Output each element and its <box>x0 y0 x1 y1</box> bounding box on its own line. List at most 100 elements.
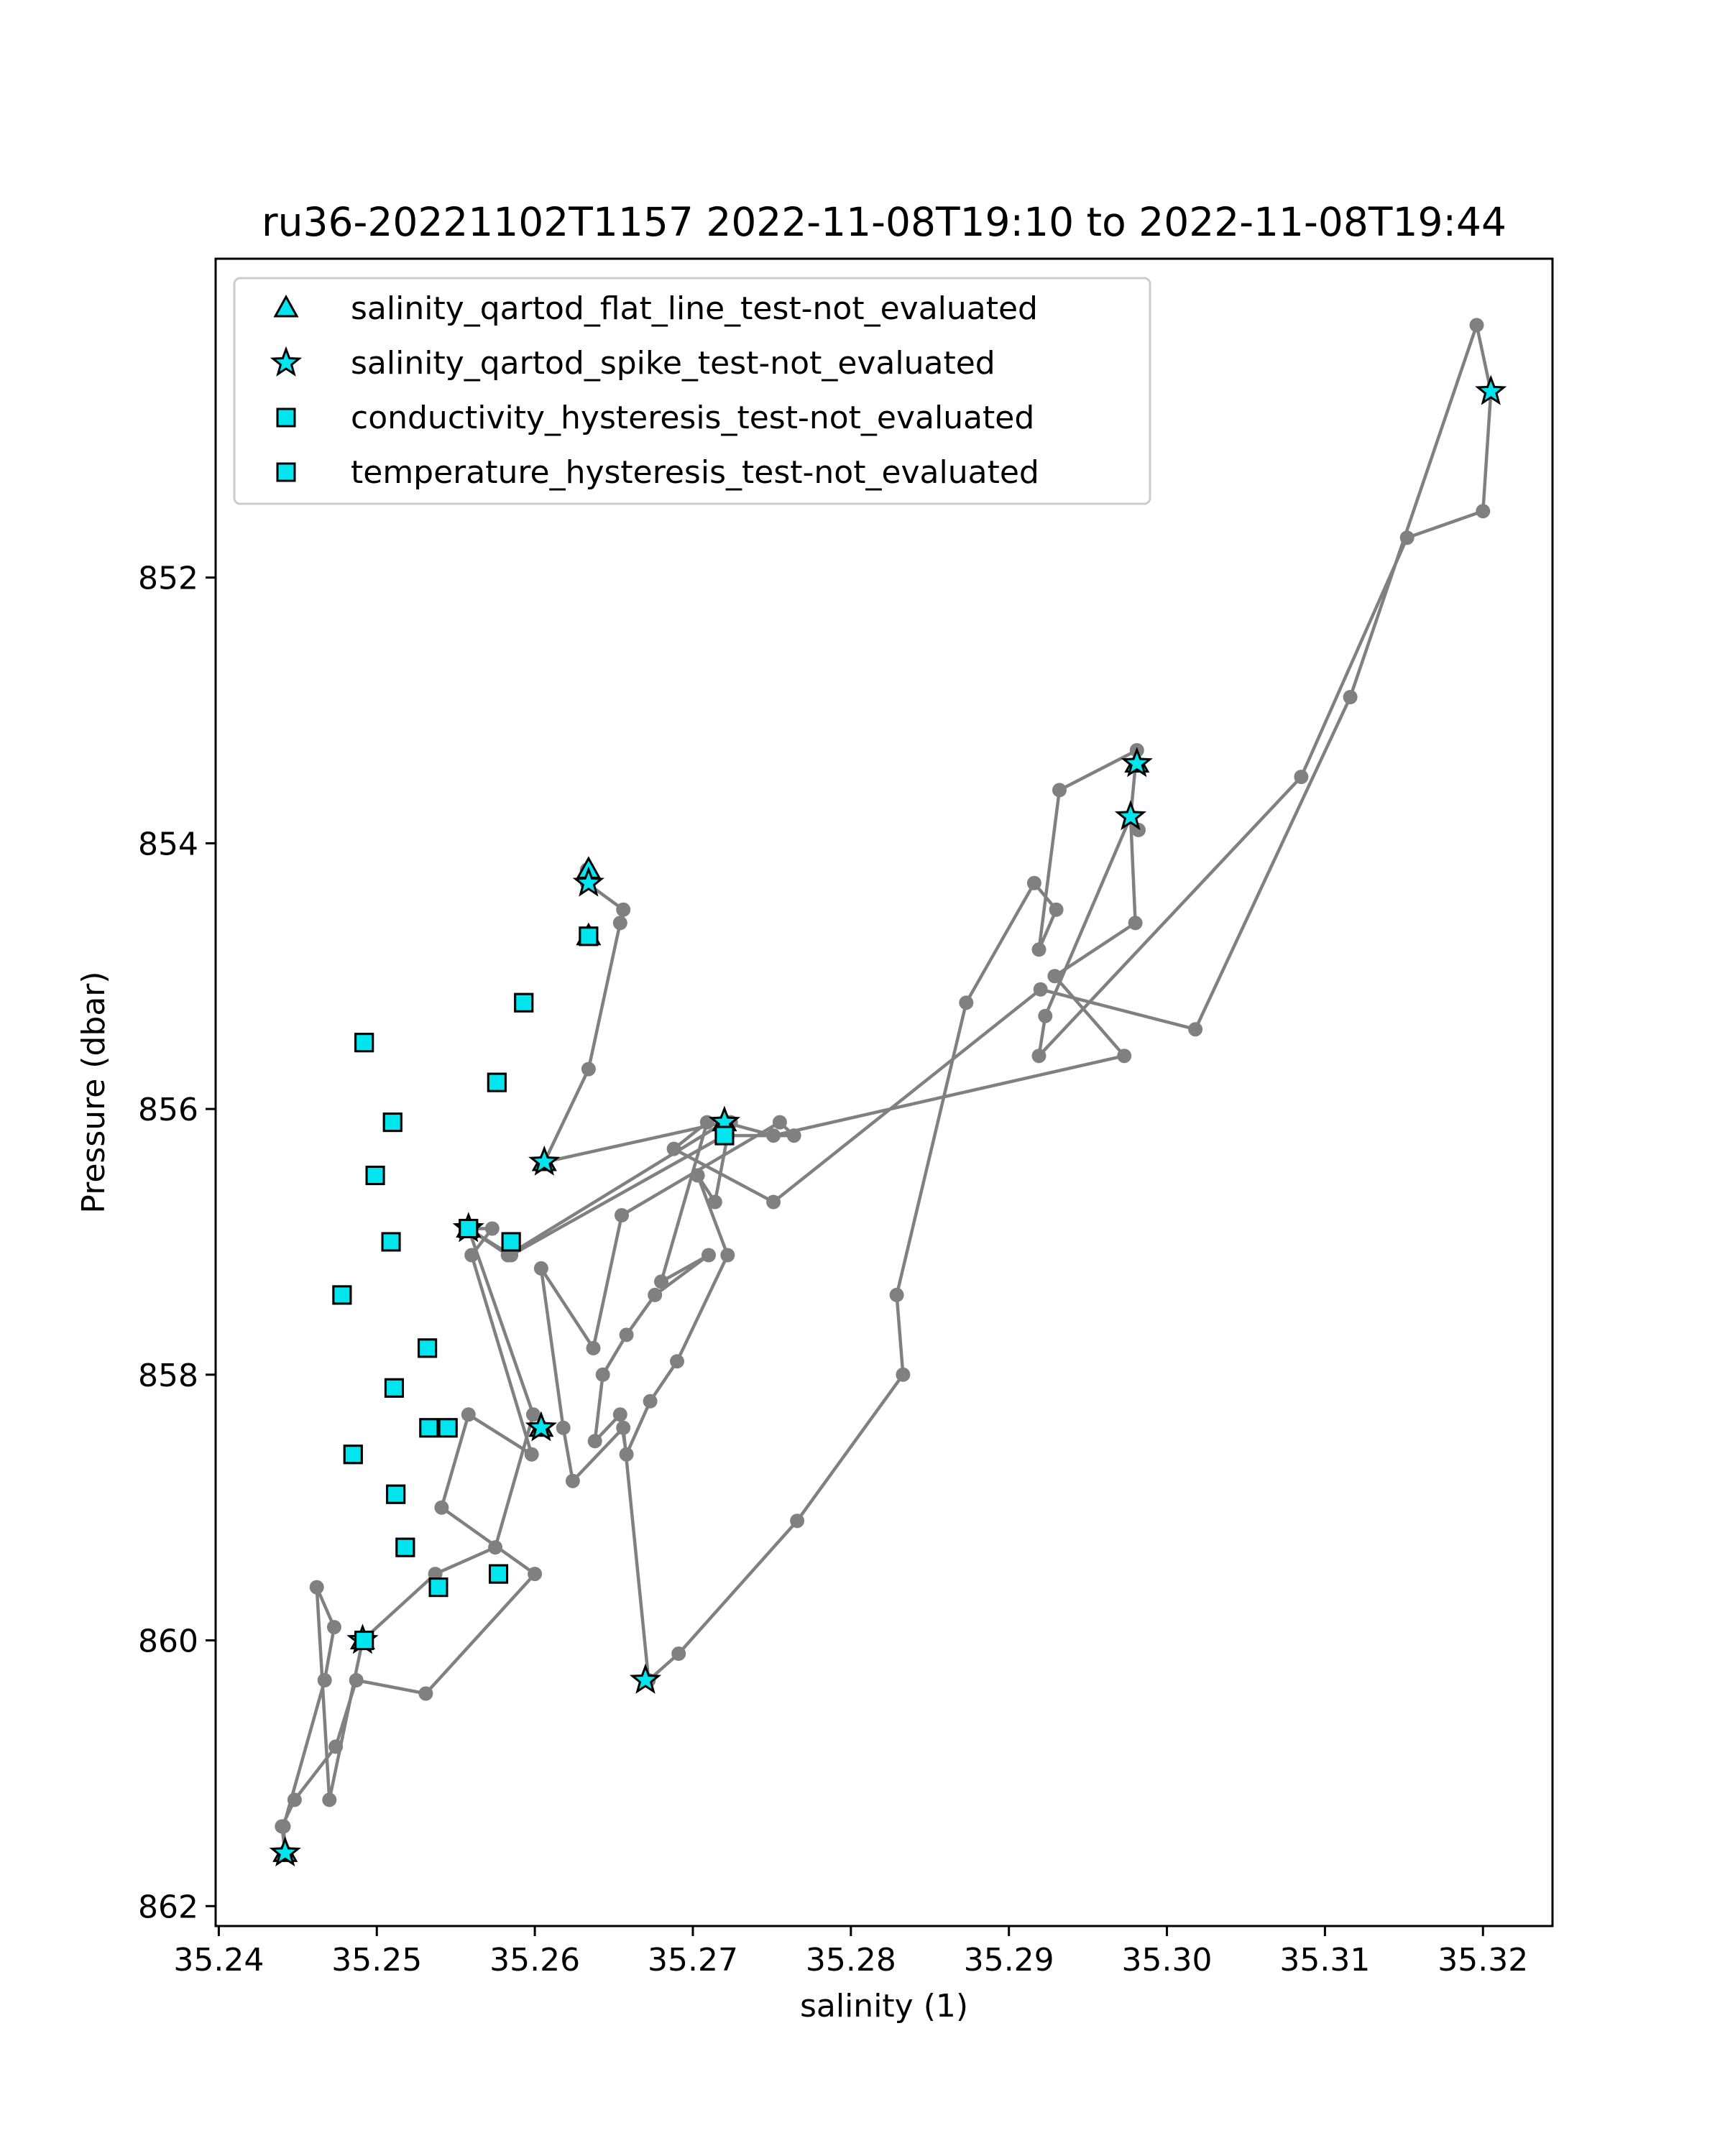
trace-point <box>434 1500 449 1515</box>
trace-point <box>1117 1049 1132 1064</box>
y-tick-label: 862 <box>138 1889 198 1925</box>
square-marker <box>365 1166 385 1186</box>
trace-point <box>326 1620 341 1635</box>
square-marker <box>354 1033 374 1053</box>
trace-point <box>349 1673 364 1687</box>
trace-point <box>1047 969 1062 984</box>
x-tick-label: 35.28 <box>806 1942 896 1978</box>
trace-point <box>1038 1008 1053 1023</box>
trace-point <box>790 1514 805 1529</box>
square-marker <box>428 1577 448 1598</box>
trace-point <box>619 1327 634 1342</box>
trace-point <box>786 1128 801 1143</box>
trace-point <box>643 1393 658 1409</box>
square-marker <box>514 992 534 1013</box>
legend-triangle-icon <box>273 294 299 318</box>
trace-point <box>461 1407 476 1422</box>
trace-point <box>619 1447 634 1462</box>
trace-point <box>1052 783 1067 798</box>
star-marker <box>572 866 604 897</box>
star-marker <box>1121 747 1153 778</box>
square-marker <box>386 1484 406 1504</box>
trace-point <box>524 1447 539 1462</box>
y-axis-label: Pressure (dbar) <box>75 971 112 1213</box>
legend-star-icon <box>270 346 303 377</box>
square-marker <box>489 1564 509 1584</box>
x-axis-ticks: 35.24 35.25 35.26 35.27 35.28 35.29 35.30 35.31… <box>173 1926 1528 1978</box>
x-tick-label: 35.29 <box>964 1942 1054 1978</box>
trace-point <box>690 1168 705 1183</box>
square-marker <box>579 926 599 946</box>
square-marker <box>487 1072 507 1092</box>
trace-point <box>720 1248 735 1263</box>
square-marker <box>382 1112 402 1133</box>
trace-point <box>528 1567 543 1582</box>
square-marker <box>381 1232 401 1252</box>
trace-point <box>525 1407 540 1422</box>
trace-point <box>556 1420 571 1435</box>
trace-point <box>595 1367 610 1382</box>
trace-point <box>670 1354 684 1369</box>
trace-point <box>322 1792 337 1807</box>
trace-point <box>612 916 627 931</box>
trace-point <box>1476 504 1491 519</box>
trace-point <box>707 1194 722 1210</box>
trace-point <box>1033 982 1048 997</box>
trace-point <box>959 995 974 1010</box>
x-tick-label: 35.31 <box>1279 1942 1370 1978</box>
trace-point <box>1031 942 1046 957</box>
legend-label: temperature_hysteresis_test-not_evaluate… <box>351 454 1039 491</box>
trace-point <box>666 1141 681 1156</box>
trace-point <box>428 1567 443 1582</box>
trace-point <box>889 1287 904 1302</box>
trace-point <box>1294 770 1309 784</box>
trace-point <box>1399 530 1414 545</box>
square-marker <box>501 1232 521 1252</box>
trace-point <box>616 1420 631 1435</box>
trace-point <box>1128 916 1143 931</box>
legend: salinity_qartod_flat_line_test-not_evalu… <box>233 277 1151 505</box>
trace-point <box>275 1819 290 1834</box>
trace-layer <box>275 318 1499 1861</box>
trace-point <box>1188 1022 1203 1037</box>
trace-point <box>702 1248 716 1263</box>
y-tick-label: 858 <box>138 1358 198 1394</box>
square-marker <box>419 1418 439 1438</box>
legend-square-icon <box>276 462 296 482</box>
x-tick-label: 35.30 <box>1122 1942 1213 1978</box>
trace-point <box>587 1434 602 1449</box>
y-tick-label: 860 <box>138 1623 198 1660</box>
y-axis-ticks: 852 854 856 858 860 862 <box>138 561 216 1925</box>
star-marker <box>528 1145 561 1176</box>
trace-point <box>654 1274 668 1289</box>
trace-point <box>533 1261 548 1276</box>
trace-point <box>616 902 631 917</box>
square-marker <box>459 1218 479 1238</box>
x-tick-label: 35.26 <box>489 1942 580 1978</box>
plot-area <box>269 318 1507 1867</box>
square-marker <box>354 1631 374 1651</box>
trace-point <box>328 1739 344 1754</box>
trace-point <box>504 1248 519 1263</box>
square-marker <box>714 1125 735 1146</box>
star-marker <box>269 1836 301 1867</box>
trace-point <box>772 1115 787 1130</box>
trace-point <box>1469 318 1484 333</box>
trace-point <box>648 1287 663 1302</box>
trace-point <box>896 1367 911 1382</box>
trace-point <box>309 1580 324 1595</box>
legend-label: conductivity_hysteresis_test-not_evaluat… <box>351 400 1034 436</box>
y-tick-label: 854 <box>138 826 198 862</box>
trace-point <box>287 1792 302 1807</box>
trace-point <box>1031 1049 1046 1064</box>
trace-point <box>484 1221 500 1236</box>
trace-point <box>586 1340 601 1355</box>
x-axis-label: salinity (1) <box>800 1988 968 2024</box>
plot-frame <box>214 257 1554 1927</box>
x-tick-label: 35.27 <box>648 1942 738 1978</box>
square-marker <box>332 1285 352 1305</box>
trace-point <box>1049 902 1064 917</box>
legend-square-icon <box>276 407 296 428</box>
x-tick-label: 35.24 <box>173 1942 264 1978</box>
trace-point <box>766 1128 781 1143</box>
